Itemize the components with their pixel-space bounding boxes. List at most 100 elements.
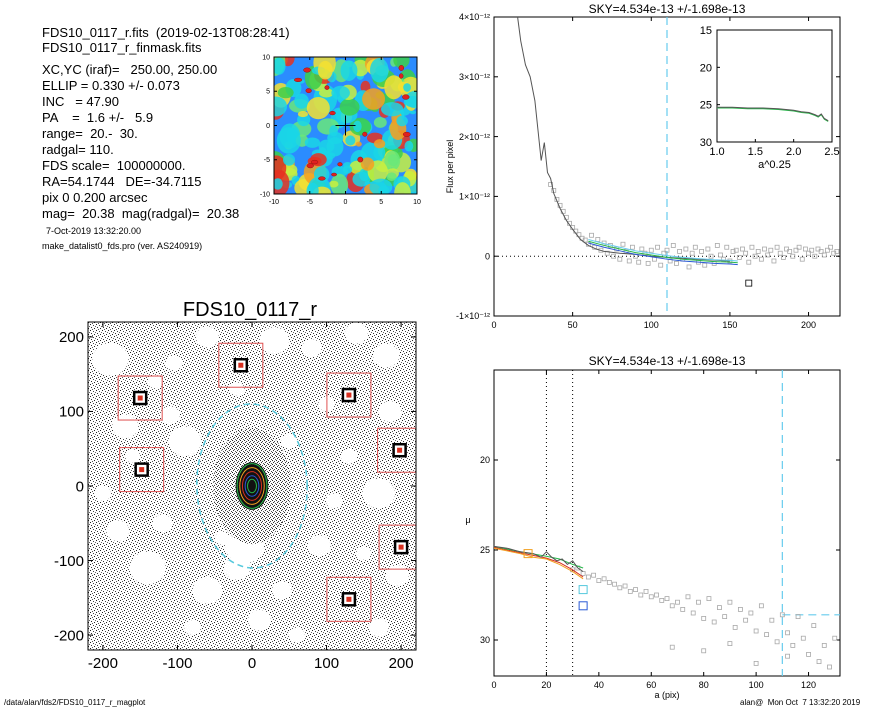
- flux-data-point: [664, 247, 670, 253]
- heatmap-peak: [398, 65, 405, 71]
- mu-data-point: [732, 625, 738, 630]
- flux-data-point: [582, 237, 588, 243]
- mask-region-box: [377, 427, 416, 473]
- inset-panel: 1.0 1.5 2.0 2.5 15 20 25 30 a^0.25: [700, 25, 840, 171]
- flux-data-point: [630, 244, 635, 250]
- mask-hole: [129, 551, 166, 585]
- flux-data-point: [799, 256, 805, 262]
- image-ytick-label: -100: [54, 553, 84, 570]
- heatmap-blob: [384, 75, 404, 100]
- header-line-center: XC,YC (iraf)= 250.00, 250.00: [42, 62, 218, 77]
- inset-xlabel: a^0.25: [758, 159, 791, 171]
- flux-data-point: [790, 253, 796, 259]
- heatmap-blob: [340, 60, 358, 81]
- mu-data-point: [596, 578, 602, 583]
- mu-data-point: [690, 610, 696, 616]
- mu-xtick-label: 60: [646, 680, 656, 690]
- mu-xlabel: a (pix): [654, 690, 679, 700]
- flux-data-point: [765, 252, 771, 258]
- flux-plot: [494, 16, 840, 316]
- mu-data-point: [706, 596, 712, 601]
- mu-data-point: [811, 623, 817, 628]
- flux-data-point: [733, 247, 739, 253]
- footer-path: /data/alan/fds2/FDS10_0117_r_magplot: [4, 698, 146, 707]
- heatmap-blob: [360, 157, 375, 171]
- mask-hole: [229, 382, 245, 396]
- header-program: make_datalist0_fds.pro (ver. AS240919): [42, 241, 203, 251]
- heatmap-blob: [404, 140, 414, 152]
- mask-hole: [168, 426, 202, 457]
- image-xtick-label: -100: [162, 655, 192, 672]
- mask-region-box: [117, 375, 163, 421]
- mu-ylabel: μ: [465, 515, 470, 525]
- mu-fit-line: [493, 545, 584, 569]
- flux-data-point: [806, 250, 811, 256]
- flux-data-point: [793, 247, 799, 253]
- header-line-mask: FDS10_0117_r_finmask.fits: [42, 40, 202, 55]
- flux-fit-line: [588, 240, 738, 264]
- flux-data-point: [705, 246, 711, 252]
- flux-data-point: [796, 244, 802, 250]
- flux-data-point: [749, 244, 755, 250]
- mu-data-point: [633, 587, 638, 592]
- mu-data-point: [654, 592, 659, 598]
- image-title: FDS10_0117_r: [183, 299, 318, 321]
- mu-xtick-label: 100: [749, 680, 764, 690]
- heatmap-blob: [396, 115, 408, 127]
- mu-data-point: [779, 612, 785, 618]
- flux-data-point: [670, 243, 676, 248]
- thumb-ytick-label: -5: [264, 157, 270, 164]
- mu-data-point: [664, 596, 670, 601]
- flux-data-point: [787, 249, 793, 254]
- mask-hole: [288, 627, 305, 643]
- mu-data-point: [717, 605, 722, 610]
- mu-xtick-label: 20: [541, 680, 551, 690]
- heatmap-blob: [277, 87, 294, 99]
- inset-curve: [717, 106, 829, 122]
- mu-fit-line: [493, 546, 584, 578]
- flux-ytick-label: 4×10⁻¹²: [459, 12, 490, 22]
- inset-ytick-label: 15: [700, 25, 712, 37]
- mu-data-point: [680, 607, 686, 612]
- mu-data-point: [591, 572, 597, 578]
- footer-stamp: alan@ Mon Oct 7 13:32:20 2019: [740, 698, 861, 707]
- flux-outlier-point: [745, 279, 753, 287]
- flux-data-point: [818, 249, 824, 254]
- mu-data-point: [617, 585, 623, 591]
- mu-marker-box: [578, 585, 588, 595]
- mu-data-point: [580, 571, 586, 576]
- inset-xtick-label: 1.5: [748, 146, 763, 158]
- mask-hole: [325, 493, 343, 509]
- header-line-pix: pix 0 0.200 arcsec: [42, 190, 148, 205]
- isophote-contour: [244, 475, 260, 497]
- mask-hole: [152, 514, 173, 533]
- heatmap-blob: [274, 96, 288, 117]
- galaxy-core: [196, 403, 308, 569]
- mask-hole: [368, 618, 389, 637]
- heatmap-peak: [362, 131, 368, 137]
- flux-data-point: [768, 247, 774, 253]
- heatmap-blob: [318, 88, 334, 98]
- heatmap-blob: [394, 182, 411, 194]
- flux-data-point: [825, 247, 830, 253]
- image-xtick-label: 200: [389, 655, 414, 672]
- masked-source-core: [398, 544, 404, 550]
- mask-hole: [165, 355, 182, 371]
- flux-data-point: [771, 258, 777, 264]
- thumbnail-heatmap: -10 -5 0 5 10 10 5 0 -5 -10: [260, 54, 421, 206]
- thumb-ytick-label: -10: [260, 191, 270, 198]
- flux-data-point: [736, 254, 742, 260]
- image-axes: -200 -100 0 100 200 200 100 0 -100 -200: [54, 321, 417, 672]
- heatmap-blob: [403, 83, 411, 92]
- masked-source-core: [346, 596, 352, 602]
- heatmap-blob: [345, 135, 356, 146]
- mu-data-point: [669, 603, 675, 609]
- flux-data-point: [620, 241, 626, 247]
- mask-hole: [92, 342, 129, 376]
- mask-hole: [94, 486, 112, 501]
- mu-data-point: [701, 648, 707, 654]
- inset-ytick-label: 20: [700, 62, 712, 74]
- flux-data-point: [730, 249, 736, 254]
